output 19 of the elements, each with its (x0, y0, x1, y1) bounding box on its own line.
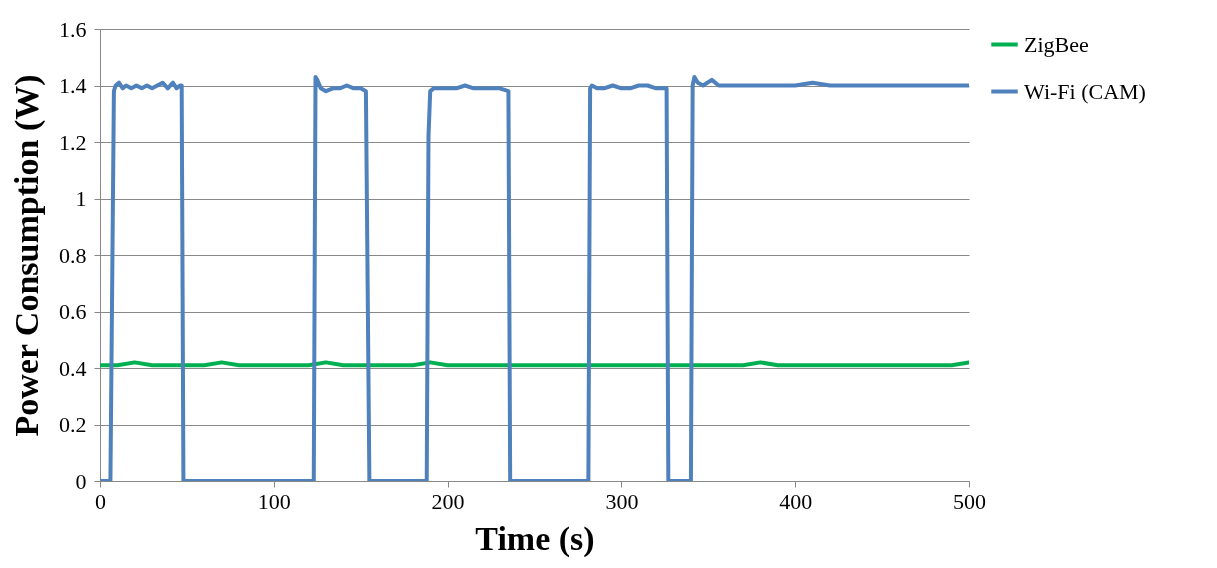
x-tick-label: 100 (257, 488, 291, 514)
y-tick-label: 1.6 (59, 16, 87, 42)
y-tick-label: 0.8 (59, 242, 87, 268)
y-tick-label: 0.4 (59, 355, 87, 381)
y-tick-label: 1.4 (59, 73, 87, 98)
legend-label: ZigBee (1024, 31, 1089, 57)
y-tick-label: 1.2 (59, 129, 87, 155)
x-tick-label: 500 (953, 488, 986, 514)
legend-label: Wi-Fi (CAM) (1024, 78, 1146, 104)
x-tick-label: 200 (431, 488, 465, 514)
x-axis-title: Time (s) (475, 519, 595, 558)
x-tick-label: 300 (605, 488, 639, 514)
y-axis-title: Power Consumption (W) (8, 74, 46, 437)
x-tick-label: 400 (779, 488, 813, 514)
y-tick-label: 0.6 (59, 299, 87, 324)
y-tick-label: 0 (75, 468, 87, 494)
y-tick-label: 0.2 (59, 412, 87, 437)
x-tick-label: 0 (95, 488, 106, 514)
y-tick-label: 1 (75, 186, 87, 211)
